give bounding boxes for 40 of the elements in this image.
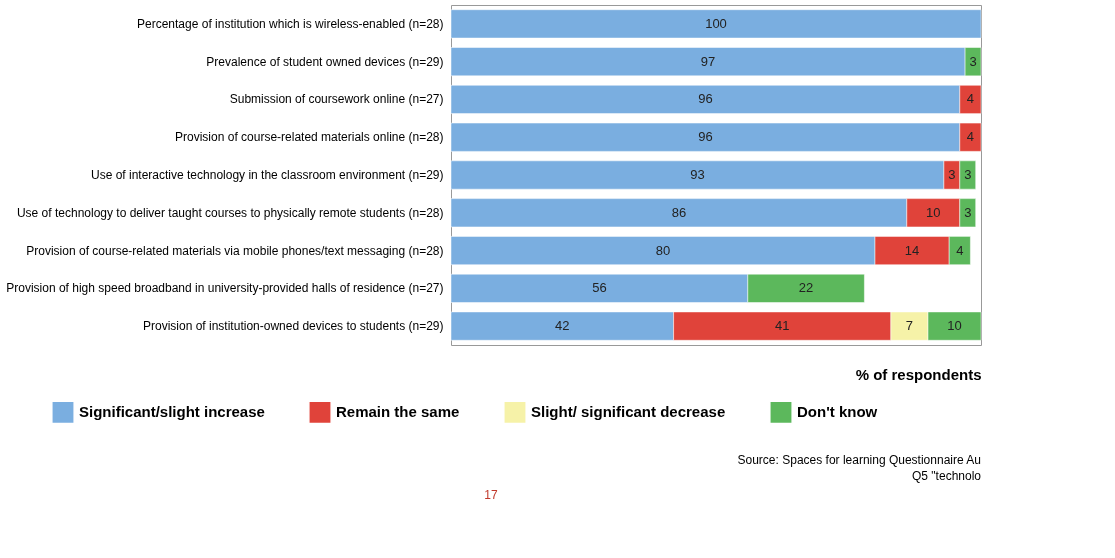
legend-label: Don't know [797, 403, 878, 421]
y-tick-label: Provision of high speed broadband in university-provided halls of residence (n=27) [6, 281, 444, 296]
x-axis-title: % of respondents [855, 365, 982, 383]
text: 17 [484, 488, 498, 502]
data-label: 96 [698, 129, 713, 145]
y-tick-label: Provision of course-related materials online (n=28) [175, 130, 444, 145]
y-tick-label: Use of interactive technology in the classroom environment (n=29) [90, 168, 444, 182]
y-tick-label: Prevalence of student owned devices (n=29) [206, 54, 444, 69]
data-label: 93 [690, 167, 705, 182]
y-tick-label: Percentage of institution which is wireless-enabled (n=28) [137, 16, 444, 31]
data-label: 100 [705, 15, 727, 31]
legend-label: Remain the same [336, 403, 460, 421]
data-label: 3 [964, 167, 972, 182]
data-label: 4 [966, 129, 975, 145]
data-label: 10 [947, 318, 962, 334]
data-label: 10 [926, 204, 941, 220]
data-label: 4 [956, 242, 964, 258]
source-note: Source: Spaces for learning Questionnaire Au [737, 453, 981, 467]
data-label: 4 [966, 91, 975, 107]
y-tick-label: Provision of institution-owned devices to students (n=29) [143, 319, 444, 334]
data-label: 86 [671, 204, 687, 220]
bar [450, 9, 982, 39]
legend-label: Significant/slight increase [79, 403, 265, 421]
y-tick-label: Use of technology to deliver taught courses to physically remote students (n=28) [16, 205, 444, 220]
data-label: 56 [592, 280, 607, 296]
data-label: 3 [948, 167, 956, 182]
data-label: 3 [964, 204, 972, 220]
data-label: 14 [904, 242, 920, 258]
data-label: 96 [698, 91, 713, 107]
data-label: 3 [969, 53, 977, 69]
data-label: 80 [655, 242, 671, 258]
y-tick-label: Submission of coursework online (n=27) [229, 92, 444, 107]
data-label: 41 [775, 318, 790, 334]
text: Q5 "technolo [912, 469, 982, 483]
data-label: 42 [555, 318, 570, 334]
data-label: 22 [798, 280, 814, 296]
legend-label: Slight/ significant decrease [531, 403, 726, 421]
data-label: 7 [905, 318, 914, 334]
y-tick-label: Provision of course-related materials via mobile phones/text messaging (n=28) [26, 243, 444, 258]
data-label: 97 [700, 53, 716, 69]
